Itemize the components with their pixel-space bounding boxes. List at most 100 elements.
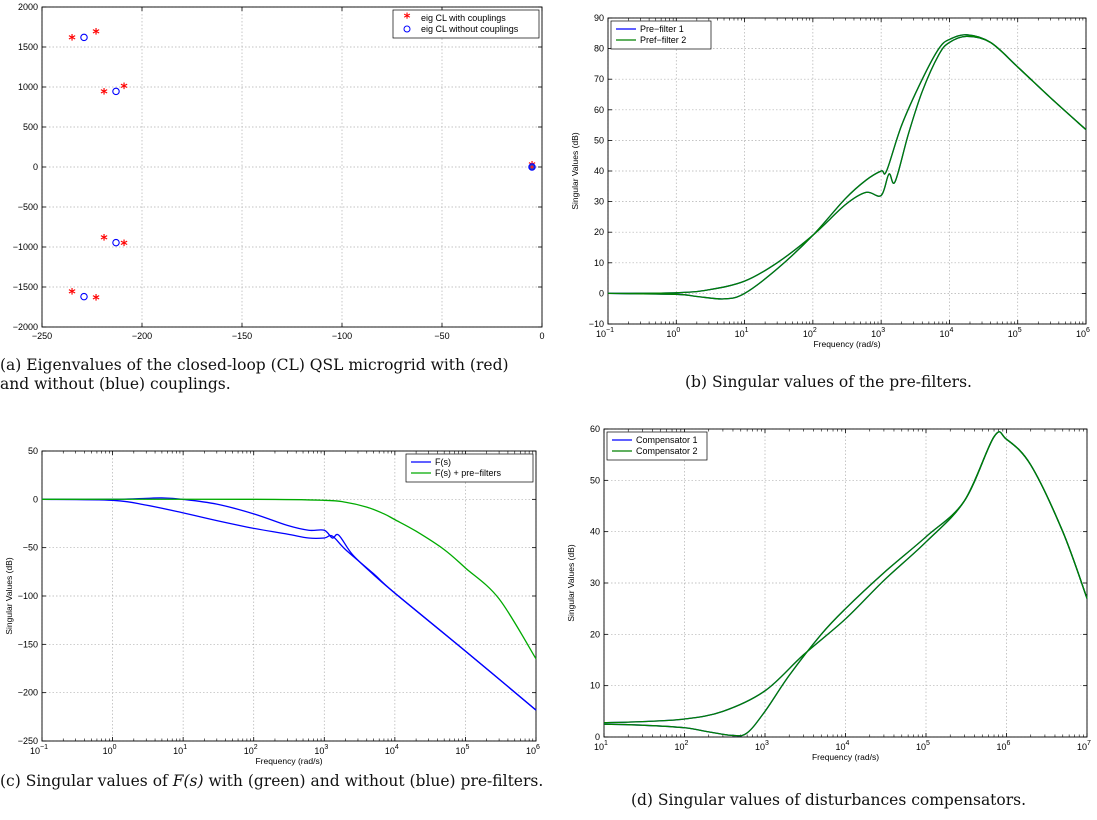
x-tick-exponent: 7: [1087, 740, 1091, 747]
series-line: [41, 497, 537, 711]
y-tick-label: 0: [595, 732, 600, 742]
legend-box: [610, 20, 712, 50]
x-tick-label: 105: [916, 740, 930, 752]
eig-without-couplings-marker: [112, 87, 120, 96]
caption-c-pre: (c) Singular values of: [0, 772, 168, 790]
series-line: [607, 35, 1087, 295]
y-tick-label: −2000: [13, 322, 38, 332]
x-tick-exponent: 3: [881, 327, 885, 334]
legend-entry-label: Pref−filter 2: [640, 35, 686, 45]
y-tick-label: 1000: [18, 82, 38, 92]
legend-entry-label: eig CL without couplings: [421, 24, 519, 34]
eig-with-couplings-marker: *: [92, 27, 100, 43]
y-axis-label: Singular Values (dB): [570, 132, 580, 209]
caption-b: (b) Singular values of the pre-filters.: [685, 373, 972, 391]
y-tick-label: −500: [18, 202, 38, 212]
legend-box: [606, 431, 708, 461]
eig-without-couplings-marker: [80, 292, 88, 301]
y-tick-label: 90: [594, 13, 604, 23]
series-line: [607, 35, 1087, 295]
y-tick-label: −50: [23, 543, 38, 553]
x-tick-label: 102: [675, 740, 689, 752]
plot-frame: [607, 17, 1087, 325]
y-tick-label: 50: [28, 446, 38, 456]
x-tick-exponent: 4: [949, 327, 953, 334]
x-tick-label: −200: [132, 331, 152, 341]
series-line: [41, 498, 537, 711]
x-tick-label: 100: [666, 327, 680, 339]
x-tick-exponent: 2: [254, 744, 258, 751]
y-axis-label: Singular Values (dB): [566, 544, 576, 621]
x-axis-label: Frequency (rad/s): [255, 756, 322, 766]
y-tick-label: 40: [590, 527, 600, 537]
plot-frame: [603, 428, 1088, 738]
x-tick-exponent: 6: [1086, 327, 1090, 334]
y-tick-label: 2000: [18, 2, 38, 12]
series-line: [41, 498, 537, 660]
x-tick-exponent: 6: [1007, 740, 1011, 747]
x-tick-label: 103: [755, 740, 769, 752]
y-tick-label: −1000: [13, 242, 38, 252]
eig-without-couplings-marker: [112, 238, 120, 247]
y-tick-label: 10: [590, 681, 600, 691]
legend-entry-label: F(s) + pre−filters: [435, 468, 502, 478]
x-tick-label: 102: [244, 744, 258, 756]
x-tick-exponent: 1: [183, 744, 187, 751]
x-tick-label: 104: [836, 740, 850, 752]
legend: F(s)F(s) + pre−filters: [405, 453, 534, 483]
x-tick-label: 103: [314, 744, 328, 756]
prefilter-singular-values-plot: 10−1 100 101 102 103 104 105 106−10010203040506…: [570, 13, 1090, 349]
plot-frame: [41, 6, 543, 328]
x-tick-label: 101: [173, 744, 187, 756]
eig-with-couplings-marker-origin: [530, 165, 534, 169]
x-tick-label: 105: [455, 744, 469, 756]
legend-box: [405, 453, 534, 483]
y-tick-label: −250: [18, 736, 38, 746]
y-tick-label: 0: [33, 494, 38, 504]
x-tick-exponent: 5: [465, 744, 469, 751]
eig-with-couplings-marker: *: [68, 287, 76, 303]
x-tick-exponent: 2: [813, 327, 817, 334]
y-tick-label: −10: [589, 319, 604, 329]
caption-a: (a) Eigenvalues of the closed-loop (CL) …: [0, 356, 509, 393]
x-tick-exponent: 6: [536, 744, 540, 751]
x-tick-exponent: 3: [765, 740, 769, 747]
eig-without-couplings-marker: [80, 33, 88, 42]
series-line: [607, 34, 1087, 300]
x-tick-label: 102: [803, 327, 817, 339]
chart-panel-d: 101 102 103 104 105 106 107 0 10 20 30 40 50 60 Freque…: [560, 418, 1097, 820]
legend-entry-label: eig CL with couplings: [421, 13, 506, 23]
y-tick-label: 30: [594, 197, 604, 207]
legend-entry-label: Compensator 2: [636, 446, 698, 456]
x-tick-label: 104: [385, 744, 399, 756]
x-tick-exponent: −1: [40, 744, 48, 751]
y-tick-label: 70: [594, 74, 604, 84]
x-tick-exponent: 2: [685, 740, 689, 747]
y-tick-label: 50: [590, 475, 600, 485]
caption-c-math: F(s): [172, 772, 204, 790]
caption-c-post: with (green) and without (blue) pre-filt…: [208, 772, 544, 790]
y-tick-label: 1500: [18, 42, 38, 52]
eig-with-couplings-marker: *: [100, 87, 108, 103]
fs-singular-values-plot: 1 0 −1 100 101 102 103 104 105 106 −250 −200 −150 −10…: [4, 446, 540, 766]
grid-lines: [603, 428, 1088, 738]
series-line: [603, 431, 1088, 737]
eig-with-couplings-marker: *: [120, 238, 128, 254]
x-tick-exponent: 5: [926, 740, 930, 747]
caption-c: (c) Singular values of F(s) with (green)…: [0, 772, 545, 791]
x-tick-exponent: 4: [846, 740, 850, 747]
legend-entry-label: F(s): [435, 457, 451, 467]
eigenvalue-scatter-plot: −250 −200 −150 −100 −50 0−2000−1500−1000−5000…: [13, 2, 545, 341]
series-group: [607, 34, 1087, 300]
y-tick-label: 20: [590, 629, 600, 639]
y-tick-label: −200: [18, 688, 38, 698]
x-tick-label: 100: [103, 744, 117, 756]
x-tick-exponent: 1: [745, 327, 749, 334]
y-tick-label: −100: [18, 591, 38, 601]
y-tick-label: 60: [594, 105, 604, 115]
x-tick-label: −150: [232, 331, 252, 341]
legend-box: [392, 9, 540, 39]
y-tick-label: 50: [594, 135, 604, 145]
eig-with-couplings-marker: *: [120, 81, 128, 97]
